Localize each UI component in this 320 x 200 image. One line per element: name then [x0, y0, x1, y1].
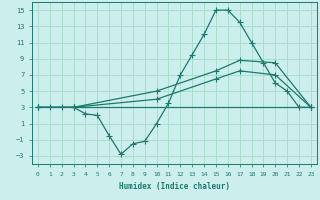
- X-axis label: Humidex (Indice chaleur): Humidex (Indice chaleur): [119, 182, 230, 191]
